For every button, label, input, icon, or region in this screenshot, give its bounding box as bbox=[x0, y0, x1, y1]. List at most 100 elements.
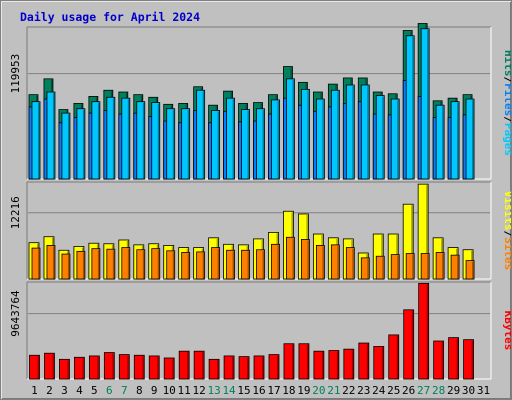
bar-sites-shade bbox=[142, 250, 145, 279]
bar-pages-shade bbox=[52, 93, 55, 179]
bar-kbytes bbox=[74, 356, 85, 380]
bar-sites-shade bbox=[412, 254, 414, 279]
bar-pages-shade bbox=[142, 102, 145, 179]
bar-pages bbox=[136, 101, 146, 180]
bar-pages-shade bbox=[67, 114, 70, 179]
bar-kbytes bbox=[463, 339, 474, 380]
bar-pages-shade bbox=[292, 79, 294, 179]
bar-kbytes-shade bbox=[471, 340, 474, 379]
bar-pages bbox=[121, 97, 131, 180]
bar-kbytes-shade bbox=[262, 356, 264, 379]
bar-kbytes-shade bbox=[321, 352, 324, 379]
bar-sites bbox=[405, 253, 415, 280]
x-tick-label: 5 bbox=[91, 384, 98, 397]
bar-sites-shade bbox=[217, 248, 220, 279]
bar-kbytes bbox=[193, 350, 205, 380]
bar-sites-shade bbox=[427, 254, 429, 279]
bar-kbytes bbox=[388, 334, 400, 380]
legend-kbytes: KBytes bbox=[502, 311, 511, 351]
bar-kbytes-shade bbox=[441, 342, 444, 379]
bar-kbytes-shade bbox=[127, 355, 129, 379]
bar-sites bbox=[450, 254, 460, 280]
bar-kbytes bbox=[403, 309, 415, 380]
bar-pages bbox=[465, 98, 475, 180]
bar-pages-shade bbox=[262, 109, 265, 179]
bar-sites bbox=[46, 245, 56, 280]
bar-pages-shade bbox=[457, 102, 459, 179]
bar-pages bbox=[345, 84, 355, 180]
bar-kbytes-shade bbox=[97, 356, 99, 379]
bar-kbytes bbox=[163, 357, 175, 380]
bar-pages-shade bbox=[38, 102, 40, 179]
bar-kbytes-shade bbox=[381, 347, 384, 379]
x-tick-label: 31 bbox=[477, 384, 490, 397]
x-tick-label: 30 bbox=[462, 384, 475, 397]
bar-kbytes-shade bbox=[112, 353, 114, 379]
bar-pages-shade bbox=[217, 111, 220, 179]
bar-sites bbox=[420, 253, 430, 280]
bar-pages-shade bbox=[322, 100, 324, 179]
x-tick-label: 3 bbox=[61, 384, 68, 397]
x-tick-label: 10 bbox=[163, 384, 176, 397]
bar-kbytes bbox=[343, 348, 355, 380]
bar-kbytes-shade bbox=[426, 284, 429, 379]
bar-pages-shade bbox=[382, 96, 384, 179]
x-tick-label: 16 bbox=[252, 384, 265, 397]
bar-sites-shade bbox=[52, 246, 55, 279]
bar-pages-shade bbox=[307, 90, 309, 179]
bar-kbytes bbox=[328, 350, 340, 380]
bar-pages-shade bbox=[112, 98, 115, 179]
bar-kbytes bbox=[29, 354, 40, 380]
bar-kbytes bbox=[283, 343, 295, 380]
bar-kbytes-shade bbox=[37, 356, 39, 379]
x-tick-label: 4 bbox=[76, 384, 83, 397]
bar-kbytes bbox=[238, 356, 250, 380]
legend: Hits/Files/Pages bbox=[502, 50, 511, 156]
bar-kbytes bbox=[118, 354, 130, 380]
x-tick-label: 26 bbox=[402, 384, 415, 397]
bar-kbytes bbox=[448, 337, 459, 380]
bar-kbytes bbox=[433, 340, 445, 380]
bar-kbytes bbox=[373, 346, 385, 380]
bar-sites-shade bbox=[262, 250, 265, 279]
bar-kbytes-shade bbox=[187, 352, 189, 379]
legend-separator: / bbox=[502, 77, 511, 84]
x-tick-label: 11 bbox=[178, 384, 191, 397]
x-tick-label: 9 bbox=[151, 384, 158, 397]
bar-pages bbox=[151, 102, 161, 180]
bar-kbytes-shade bbox=[52, 354, 54, 379]
bar-sites bbox=[390, 254, 400, 280]
x-tick-label: 1 bbox=[31, 384, 38, 397]
legend-separator: / bbox=[502, 231, 511, 238]
y-tick-label: 119953 bbox=[9, 54, 22, 94]
bar-kbytes-shade bbox=[202, 352, 204, 379]
bar-pages bbox=[196, 89, 206, 180]
bar-sites bbox=[226, 249, 235, 280]
bar-sites-shade bbox=[322, 246, 324, 279]
bar-sites bbox=[196, 251, 206, 280]
bar-sites-shade bbox=[157, 249, 160, 279]
x-tick-label: 21 bbox=[327, 384, 340, 397]
bar-kbytes-shade bbox=[157, 356, 159, 379]
bar-pages-shade bbox=[442, 106, 444, 179]
bar-pages-shade bbox=[337, 91, 339, 179]
bar-kbytes bbox=[44, 352, 55, 380]
bar-sites-shade bbox=[292, 238, 294, 279]
bar-pages-shade bbox=[127, 99, 130, 179]
bar-sites bbox=[330, 244, 340, 280]
bar-pages bbox=[330, 89, 340, 180]
bar-sites bbox=[106, 248, 116, 280]
bar-pages bbox=[61, 112, 71, 180]
bar-sites-shade bbox=[457, 256, 459, 279]
bar-pages bbox=[315, 98, 325, 180]
bar-pages bbox=[271, 99, 280, 180]
x-tick-label: 29 bbox=[447, 384, 460, 397]
bar-kbytes-shade bbox=[142, 356, 144, 379]
bar-sites bbox=[76, 250, 86, 280]
legend-pages: Pages bbox=[502, 123, 511, 156]
bar-kbytes-shade bbox=[172, 358, 174, 379]
bar-pages bbox=[450, 101, 460, 180]
x-tick-label: 20 bbox=[312, 384, 325, 397]
legend-separator: / bbox=[502, 116, 511, 123]
